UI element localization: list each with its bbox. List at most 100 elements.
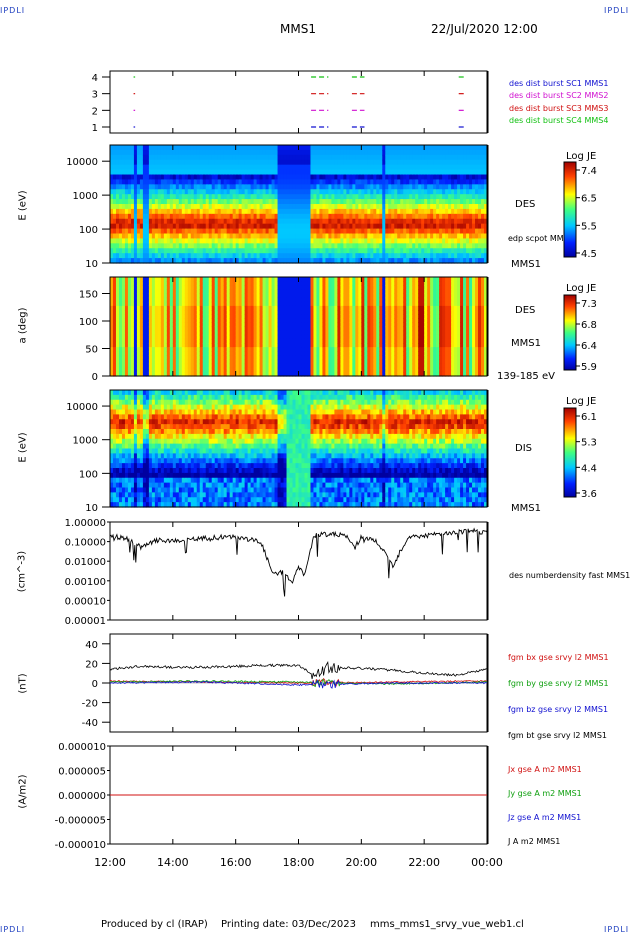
des-energy-cell — [190, 218, 195, 225]
des-energy-cell — [169, 228, 174, 235]
des-energy-cell — [325, 218, 330, 225]
des-energy-cell — [193, 258, 198, 264]
des-energy-cell — [115, 238, 120, 244]
des-pitch-cell — [202, 359, 207, 365]
des-energy-cell — [304, 223, 309, 230]
des-energy-cell — [280, 204, 285, 210]
des-pitch-cell — [313, 363, 318, 369]
des-pitch-cell — [196, 289, 201, 295]
des-pitch-cell — [313, 281, 318, 286]
des-energy-cell — [217, 213, 222, 220]
des-pitch-cell — [110, 310, 114, 315]
des-energy-cell — [484, 258, 488, 264]
des-pitch-cell — [331, 293, 335, 299]
des-energy-cell — [448, 253, 452, 259]
des-pitch-cell — [322, 334, 327, 340]
des-energy-cell — [121, 154, 126, 161]
des-pitch-cell — [232, 367, 237, 373]
des-energy-cell — [160, 145, 165, 151]
des-energy-cell — [433, 238, 437, 244]
des-energy-cell — [211, 189, 216, 195]
des-energy-cell — [253, 258, 258, 264]
des-energy-cell — [259, 204, 264, 210]
des-pitch-cell — [166, 297, 171, 303]
des-energy-cell — [172, 253, 177, 259]
des-energy-cell — [367, 189, 371, 195]
des-pitch-cell — [337, 322, 341, 328]
des-pitch-cell — [163, 277, 168, 282]
des-pitch-cell — [187, 310, 192, 315]
des-energy-cell — [439, 243, 443, 249]
des-energy-cell — [121, 213, 126, 220]
des-pitch-cell — [256, 355, 261, 361]
des-energy-cell — [331, 164, 335, 171]
des-energy-cell — [112, 149, 117, 156]
des-pitch-cell — [196, 347, 201, 352]
des-energy-cell — [274, 218, 279, 225]
burst-legend-sc3: des dist burst SC3 MMS3 — [509, 103, 609, 113]
des-energy-mms: MMS1 — [511, 259, 541, 270]
des-pitch-cell — [130, 277, 135, 282]
des-energy-cell — [406, 189, 410, 195]
des-pitch-cell — [220, 301, 225, 307]
des-energy-cell — [349, 248, 353, 254]
des-energy-cell — [472, 228, 476, 235]
des-energy-cell — [112, 218, 117, 225]
des-energy-cell — [253, 164, 258, 171]
des-energy-cell — [268, 208, 273, 215]
des-energy-cell — [340, 243, 344, 249]
des-pitch-cell — [145, 359, 150, 365]
des-pitch-cell — [127, 351, 132, 356]
des-energy-cell — [139, 164, 144, 171]
des-pitch-cell — [184, 310, 189, 315]
des-pitch-cell — [157, 301, 162, 307]
des-energy-cell — [448, 208, 452, 215]
des-pitch-cell — [334, 338, 338, 344]
des-pitch-cell — [187, 293, 192, 299]
des-energy-cell — [337, 164, 341, 171]
des-energy-cell — [346, 233, 350, 240]
des-pitch-cell — [235, 281, 240, 286]
des-pitch-cell — [175, 285, 180, 290]
des-energy-cell — [292, 218, 297, 225]
des-energy-cell — [151, 248, 156, 254]
des-energy-cell — [448, 174, 452, 181]
des-pitch-cell — [343, 330, 347, 336]
des-pitch-cell — [214, 297, 219, 303]
des-energy-cell — [208, 238, 213, 244]
des-pitch-cell — [157, 330, 162, 336]
des-energy-cell — [433, 228, 437, 235]
des-pitch-cell — [313, 347, 318, 352]
des-energy-cell — [110, 218, 114, 225]
des-energy-cell — [110, 169, 114, 176]
des-energy-cell — [247, 174, 252, 181]
des-energy-cell — [457, 184, 461, 190]
des-pitch-cell — [115, 301, 120, 307]
des-energy-cell — [415, 223, 419, 230]
des-pitch-cell — [214, 367, 219, 373]
des-energy-cell — [223, 145, 228, 151]
des-energy-cell — [358, 179, 362, 185]
des-energy-cell — [460, 145, 464, 151]
des-pitch-cell — [292, 281, 297, 286]
des-energy-cell — [118, 154, 123, 161]
des-energy-cell — [199, 223, 204, 230]
des-energy-cell — [385, 208, 389, 215]
des-energy-cell — [268, 174, 273, 181]
des-energy-cell — [259, 238, 264, 244]
des-energy-cell — [451, 145, 455, 151]
des-energy-cell — [292, 145, 297, 151]
des-energy-cell — [358, 243, 362, 249]
des-energy-cell — [454, 199, 458, 205]
des-pitch-cell — [211, 277, 216, 282]
des-pitch-cell — [223, 371, 228, 377]
des-energy-cell — [376, 258, 380, 264]
des-pitch-cell — [154, 285, 159, 290]
des-energy-cell — [313, 258, 318, 264]
des-energy-cell — [448, 258, 452, 264]
des-energy-cell — [433, 194, 437, 200]
des-pitch-cell — [247, 326, 252, 332]
des-energy-cell — [409, 184, 413, 190]
des-pitch-cell — [244, 347, 249, 352]
des-energy-cell — [442, 164, 446, 171]
